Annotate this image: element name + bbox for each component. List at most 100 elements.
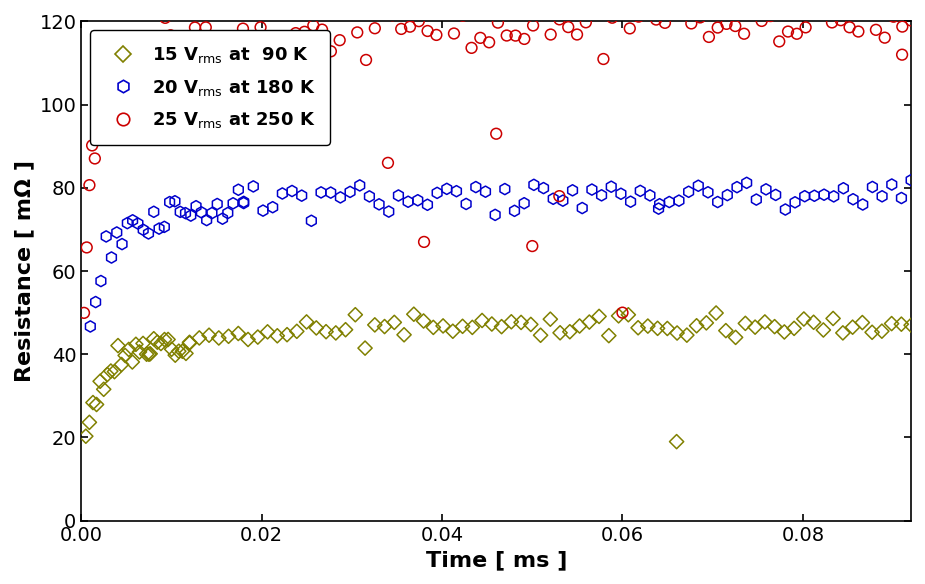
Point [482,37,497,47]
Point [117,351,132,360]
Point [133,66,148,75]
Point [196,50,211,59]
Point [552,15,567,24]
Point [142,229,156,238]
Point [165,345,179,354]
Point [161,37,176,46]
Point [552,328,567,338]
Point [535,11,549,20]
Point [174,56,189,65]
Point [79,432,93,441]
Legend: 15 V$_{\rm rms}$ at  90 K, 20 V$_{\rm rms}$ at 180 K, 25 V$_{\rm rms}$ at 250 K: 15 V$_{\rm rms}$ at 90 K, 20 V$_{\rm rms… [91,30,329,145]
Point [95,99,110,108]
Point [438,4,452,13]
Point [88,297,103,307]
Point [136,339,151,348]
Point [318,327,333,336]
Point [236,197,251,207]
Point [573,321,587,331]
Point [121,345,136,354]
Point [446,326,461,336]
Point [146,334,161,343]
Point [746,5,760,14]
Point [561,22,575,32]
Point [191,333,206,343]
Point [835,328,850,338]
Y-axis label: Resistance [ mΩ ]: Resistance [ mΩ ] [14,160,34,382]
Point [675,7,690,16]
Point [613,189,628,199]
Point [594,190,609,200]
Point [826,314,841,323]
Point [218,44,233,53]
Point [294,191,309,200]
Point [699,318,714,328]
Point [894,193,909,203]
Point [621,310,635,319]
Point [524,241,539,251]
Point [139,74,154,83]
Point [500,31,514,40]
Point [877,33,892,43]
Point [157,335,172,344]
Point [416,317,431,326]
Point [367,320,382,329]
Point [767,322,782,331]
Point [719,326,734,335]
Point [120,218,135,228]
Point [220,208,235,218]
Point [631,323,646,332]
Point [884,319,899,328]
Point [720,190,734,200]
Point [570,30,585,39]
Point [376,4,391,13]
Point [210,199,225,208]
Point [613,0,628,9]
Point [304,216,319,225]
Point [771,37,786,46]
Point [693,13,708,22]
Point [739,178,754,187]
Point [391,191,406,200]
Point [109,73,124,82]
Point [754,16,769,26]
Point [464,43,479,53]
Point [112,78,127,88]
Point [710,23,725,32]
Point [179,349,193,358]
Point [543,315,558,324]
Point [367,23,382,33]
Point [179,208,193,218]
Point [154,339,168,348]
Point [524,319,538,329]
Point [111,341,126,350]
Point [633,186,648,196]
Point [615,308,630,317]
Point [144,64,159,73]
Point [662,197,677,207]
Point [227,44,241,54]
Point [420,26,435,36]
Point [845,322,860,332]
Point [194,208,209,217]
Point [314,25,329,34]
Point [358,343,373,353]
Point [299,317,314,326]
Point [130,219,145,228]
Point [578,18,593,27]
Point [468,182,483,192]
Point [209,57,224,66]
Point [777,327,792,336]
Point [183,211,198,220]
Point [455,322,470,331]
Point [874,326,889,336]
Point [171,40,186,49]
Point [689,321,704,331]
Point [738,319,753,328]
Point [93,276,108,286]
Point [684,19,698,28]
Point [592,312,607,321]
Point [199,215,214,225]
Point [80,243,94,252]
Point [587,5,602,15]
